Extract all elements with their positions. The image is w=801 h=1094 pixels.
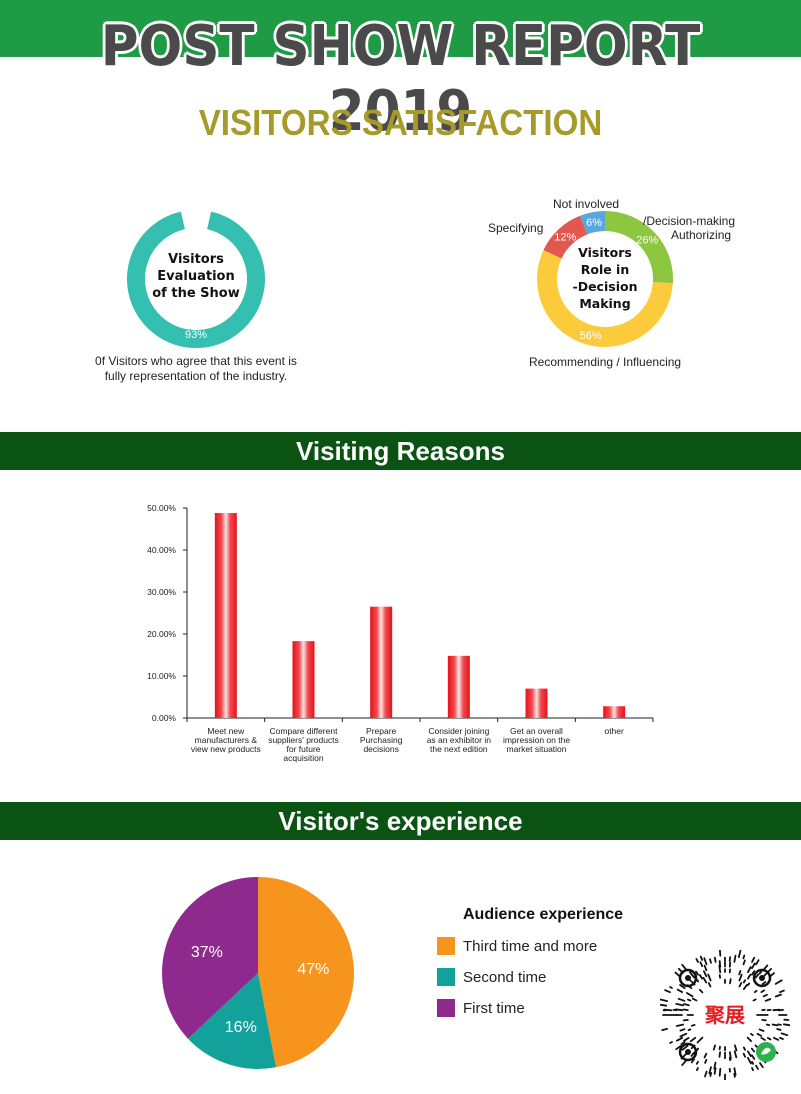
evaluation-percent-label: 93% [185, 329, 207, 341]
legend-swatch [437, 999, 455, 1017]
y-tick-label: 30.00% [147, 587, 176, 597]
evaluation-center-text: Visitors Evaluation of the Show [137, 251, 255, 302]
x-tick-label: view new products [191, 744, 261, 754]
bar [370, 606, 393, 718]
role-label-specifying: Specifying [488, 221, 544, 235]
x-tick-label: for future [286, 744, 320, 754]
pie-slice-label: 47% [297, 961, 329, 978]
evaluation-center-line: of the Show [152, 286, 240, 301]
role-slice [604, 211, 673, 284]
evaluation-donut-svg: 93% [127, 211, 265, 348]
evaluation-caption: 0f Visitors who agree that this event is… [60, 354, 332, 384]
pie-slice [161, 877, 258, 1039]
role-center-line: Making [579, 296, 631, 311]
bar [292, 641, 315, 718]
experience-pie-chart: 47% 16% 37% Audience experience Third time a… [161, 877, 623, 1070]
role-center-line: Visitors [578, 245, 632, 260]
x-tick-label: Consider joining [428, 726, 489, 736]
legend-label: Second time [463, 969, 546, 986]
role-center-line: Role in [580, 262, 630, 277]
x-tick-label: Meet new [207, 726, 245, 736]
legend-label: Third time and more [463, 938, 597, 955]
page-title: POST SHOW REPORT 2019 [100, 14, 701, 144]
role-slice [543, 215, 588, 260]
role-label-not-involved: Not involved [553, 197, 620, 211]
x-tick-label: the next edition [430, 744, 488, 754]
x-tick-label: decisions [363, 744, 398, 754]
x-tick-label: Get an overall [510, 726, 563, 736]
evaluation-caption-line: 0f Visitors who agree that this event is [95, 354, 297, 368]
x-tick-label: manufacturers & [195, 735, 258, 745]
role-donut-svg: 26% 56% 12% 6% [537, 211, 673, 347]
reasons-band [0, 432, 801, 470]
evaluation-donut: 93% [127, 210, 265, 348]
evaluation-center-line: Evaluation [157, 269, 235, 284]
x-tick-label: acquisition [283, 753, 323, 763]
y-tick-label: 10.00% [147, 671, 176, 681]
qr-logo-bg [699, 989, 751, 1041]
role-donut: 26% 56% 12% 6% [536, 210, 674, 348]
legend-swatch [437, 937, 455, 955]
role-center-text: Visitors Role in -Decision Making [555, 244, 655, 312]
bar [603, 706, 626, 718]
y-tick-label: 40.00% [147, 545, 176, 555]
x-tick-label: Prepare [366, 726, 397, 736]
page-subtitle: VISITORS SATISFACTION [198, 102, 603, 143]
pie-slice [188, 973, 276, 1070]
legend-title: Audience experience [463, 906, 623, 923]
role-slice-label: 56% [580, 330, 602, 342]
experience-title: Visitor's experience [278, 806, 523, 836]
y-tick-label: 20.00% [147, 629, 176, 639]
x-tick-label: Purchasing [360, 735, 403, 745]
reasons-title: Visiting Reasons [295, 436, 506, 466]
x-tick-label: impression on the [503, 735, 570, 745]
y-tick-label: 0.00% [152, 713, 177, 723]
role-label-decision-2: Authorizing [671, 228, 732, 242]
role-label-recommending: Recommending / Influencing [529, 355, 682, 369]
role-label-decision-1: /Decision-making [643, 214, 736, 228]
legend-swatch [437, 968, 455, 986]
wechat-mini-icon-glyph [761, 1047, 771, 1055]
qr-logo-text: 聚展 [704, 1003, 745, 1027]
role-slice [537, 250, 673, 347]
header-band [0, 0, 801, 57]
x-tick-label: market situation [507, 744, 567, 754]
role-slice-label: 26% [636, 234, 658, 246]
x-tick-label: other [604, 726, 624, 736]
pie-slice [258, 877, 355, 1068]
visiting-reasons-chart: 0.00% 10.00% 20.00% 30.00% 40.00% 50.00% Meet … [147, 503, 654, 763]
evaluation-arc [127, 211, 265, 348]
bar [447, 655, 470, 718]
role-slice [579, 211, 606, 235]
evaluation-center-line: Visitors [168, 252, 224, 267]
x-tick-label: as an exhibitor in [427, 735, 492, 745]
role-center-line: -Decision [572, 279, 638, 294]
x-tick-label: suppliers' products [268, 735, 339, 745]
bar [214, 513, 237, 718]
role-slice-label: 6% [586, 217, 602, 229]
qr-code: 聚展 [660, 950, 790, 1080]
bar [525, 688, 548, 718]
legend-label: First time [463, 1000, 525, 1017]
y-tick-label: 50.00% [147, 503, 176, 513]
pie-slice-label: 16% [225, 1019, 257, 1036]
experience-band [0, 802, 801, 840]
pie-slice-label: 37% [191, 944, 223, 961]
x-tick-label: Compare different [270, 726, 339, 736]
evaluation-caption-line: fully representation of the industry. [104, 369, 288, 383]
role-slice-label: 12% [554, 232, 576, 244]
qr-pattern [660, 950, 790, 1080]
